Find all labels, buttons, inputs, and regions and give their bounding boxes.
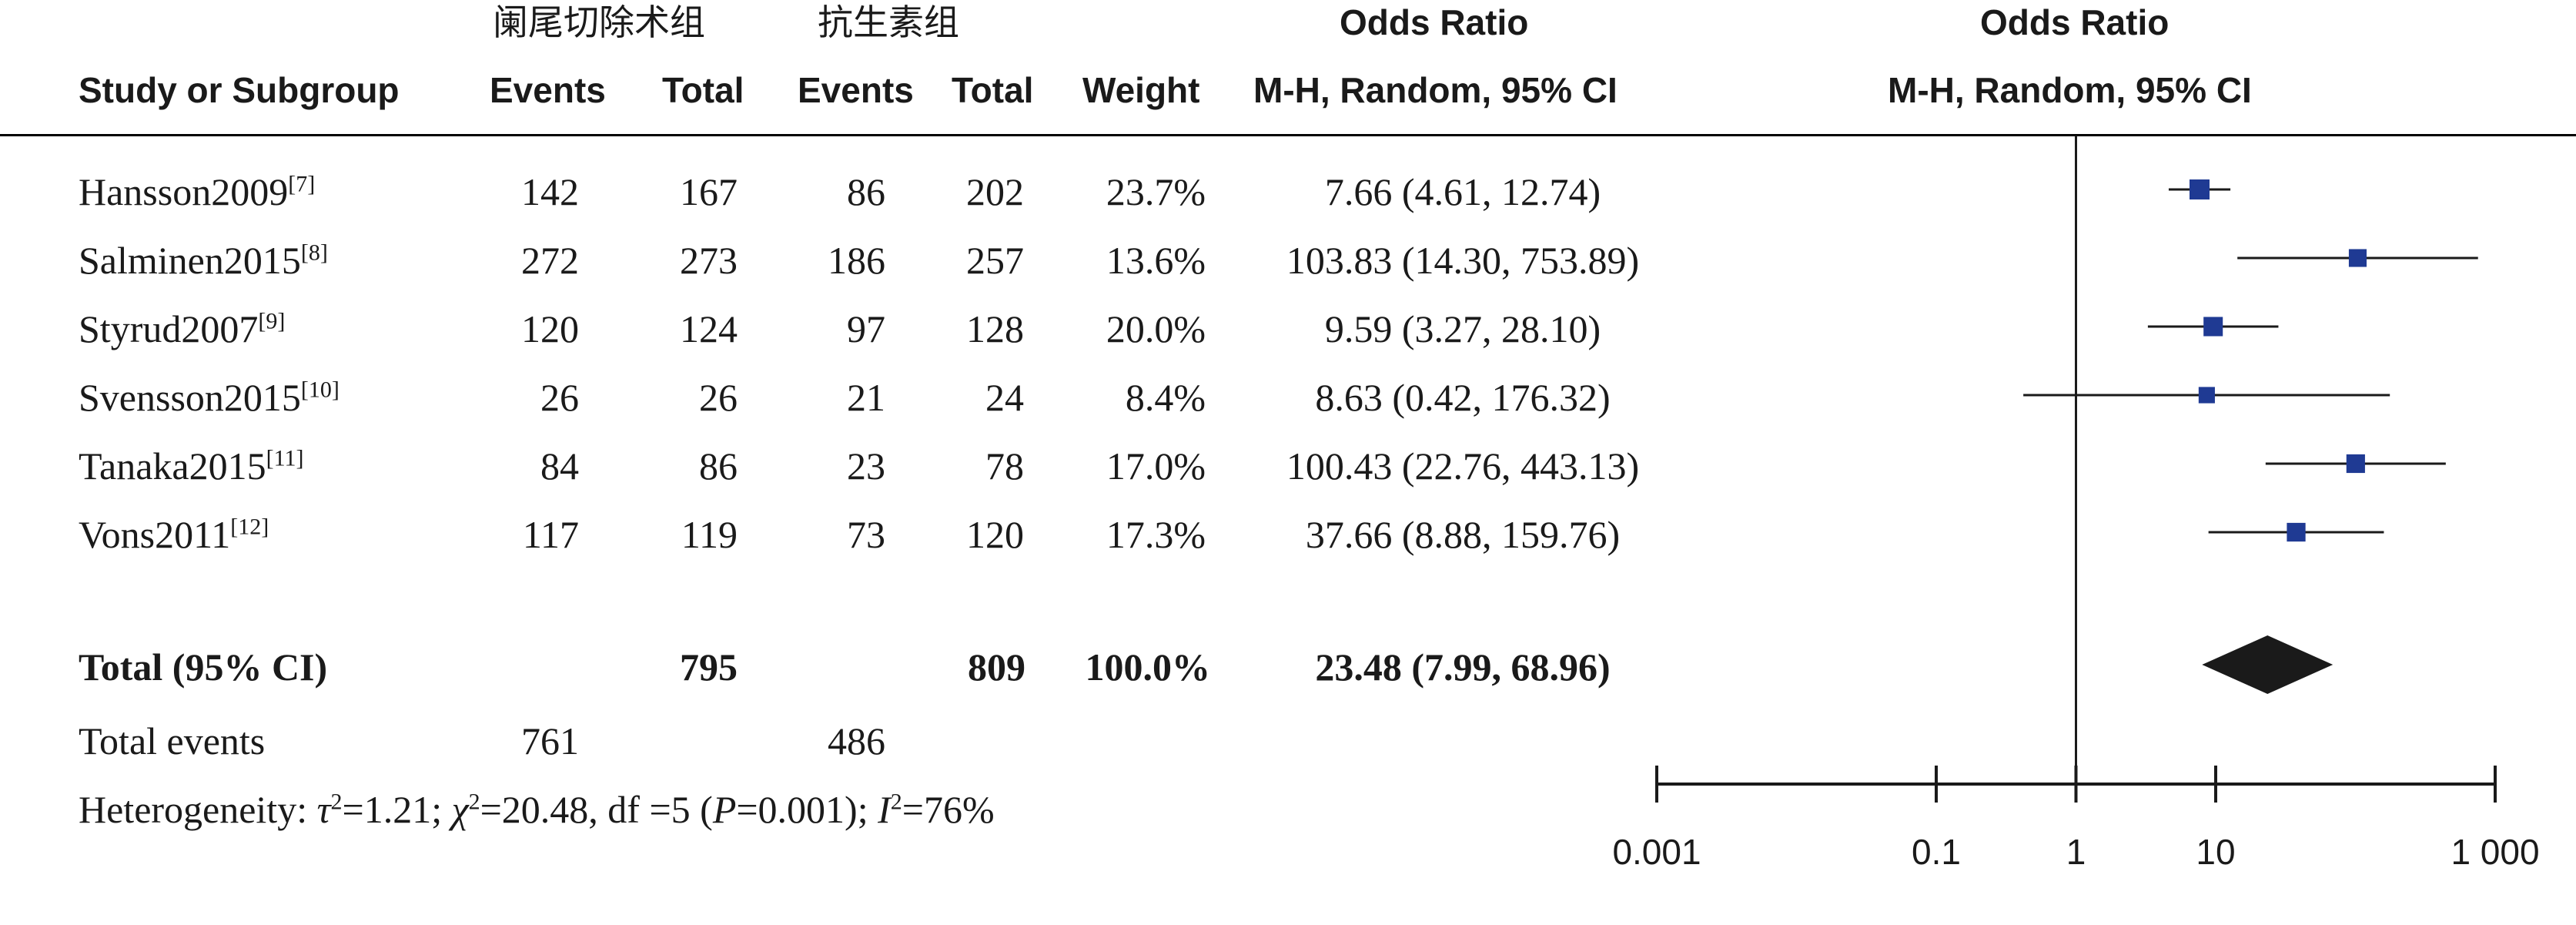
total1-cell: 273 [680, 239, 738, 282]
total1-cell: 167 [680, 170, 738, 213]
events1-cell: 142 [521, 170, 579, 213]
total-label: Total (95% CI) [79, 645, 328, 689]
total1-cell: 119 [681, 513, 738, 556]
study-marker [2287, 522, 2306, 542]
events2-cell: 97 [847, 307, 885, 350]
weight-cell: 23.7% [1106, 170, 1206, 213]
weight-column-header: Weight [1082, 70, 1200, 110]
total-events1: 761 [521, 719, 579, 762]
total2-cell: 202 [966, 170, 1024, 213]
total2-sum: 809 [968, 645, 1025, 689]
study-marker [2346, 454, 2365, 474]
group2-header: 抗生素组 [818, 2, 959, 42]
pooled-diamond [2202, 635, 2333, 694]
ci-cell: 9.59 (3.27, 28.10) [1324, 307, 1601, 350]
events2-column-header: Events [798, 70, 914, 110]
x-tick-label: 1 000 [2451, 832, 2539, 872]
study-name: Hansson2009[7] [79, 170, 316, 213]
total2-cell: 24 [985, 376, 1024, 419]
study-name: Svensson2015[10] [79, 376, 340, 419]
events2-cell: 73 [847, 513, 885, 556]
total2-cell: 128 [966, 307, 1024, 350]
ci-cell: 8.63 (0.42, 176.32) [1315, 376, 1611, 419]
x-tick-label: 10 [2196, 832, 2235, 872]
total1-column-header: Total [662, 70, 744, 110]
weight-cell: 13.6% [1106, 239, 1206, 282]
events1-cell: 84 [540, 444, 579, 488]
x-tick-label: 1 [2066, 832, 2086, 872]
events1-column-header: Events [490, 70, 606, 110]
ci-cell: 37.66 (8.88, 159.76) [1305, 513, 1621, 556]
study-name: Tanaka2015[11] [79, 444, 304, 488]
total-events2: 486 [828, 719, 885, 762]
events1-cell: 26 [540, 376, 579, 419]
total-weight: 100.0% [1085, 645, 1211, 689]
study-marker [2203, 317, 2223, 337]
total2-cell: 78 [985, 444, 1024, 488]
events1-cell: 120 [521, 307, 579, 350]
plot-title-header: Odds Ratio [1980, 2, 2170, 42]
or-method-column-header: M-H, Random, 95% CI [1253, 70, 1618, 110]
plot-method-header: M-H, Random, 95% CI [1888, 70, 2252, 110]
total2-column-header: Total [952, 70, 1034, 110]
events2-cell: 86 [847, 170, 885, 213]
study-marker [2198, 387, 2215, 404]
header-rule [0, 134, 2576, 136]
ci-cell: 103.83 (14.30, 753.89) [1286, 239, 1640, 282]
pooled-ci: 23.48 (7.99, 68.96) [1315, 645, 1611, 689]
weight-cell: 20.0% [1106, 307, 1206, 350]
total2-cell: 257 [966, 239, 1024, 282]
total-events-label: Total events [79, 719, 266, 762]
events1-cell: 272 [521, 239, 579, 282]
events1-cell: 117 [522, 513, 579, 556]
ci-cell: 7.66 (4.61, 12.74) [1324, 170, 1601, 213]
total1-cell: 86 [699, 444, 738, 488]
weight-cell: 17.3% [1106, 513, 1206, 556]
study-name: Styrud2007[9] [79, 307, 286, 350]
total1-cell: 26 [699, 376, 738, 419]
weight-cell: 8.4% [1125, 376, 1206, 419]
group1-header: 阑尾切除术组 [493, 2, 705, 42]
study-marker [2348, 249, 2367, 267]
study-name: Salminen2015[8] [79, 239, 328, 282]
events2-cell: 186 [828, 239, 885, 282]
x-tick-label: 0.1 [1912, 832, 1961, 872]
study-name: Vons2011[12] [79, 513, 269, 556]
study-column-header: Study or Subgroup [79, 70, 400, 110]
total1-sum: 795 [680, 645, 738, 689]
study-marker [2189, 179, 2210, 199]
or-title-header: Odds Ratio [1340, 2, 1529, 42]
x-tick-label: 0.001 [1612, 832, 1701, 872]
weight-cell: 17.0% [1106, 444, 1206, 488]
total2-cell: 120 [966, 513, 1024, 556]
heterogeneity-text: Heterogeneity: τ2=1.21; χ2=20.48, df =5 … [79, 788, 995, 831]
total1-cell: 124 [680, 307, 738, 350]
events2-cell: 21 [847, 376, 885, 419]
events2-cell: 23 [847, 444, 885, 488]
ci-cell: 100.43 (22.76, 443.13) [1286, 444, 1640, 488]
